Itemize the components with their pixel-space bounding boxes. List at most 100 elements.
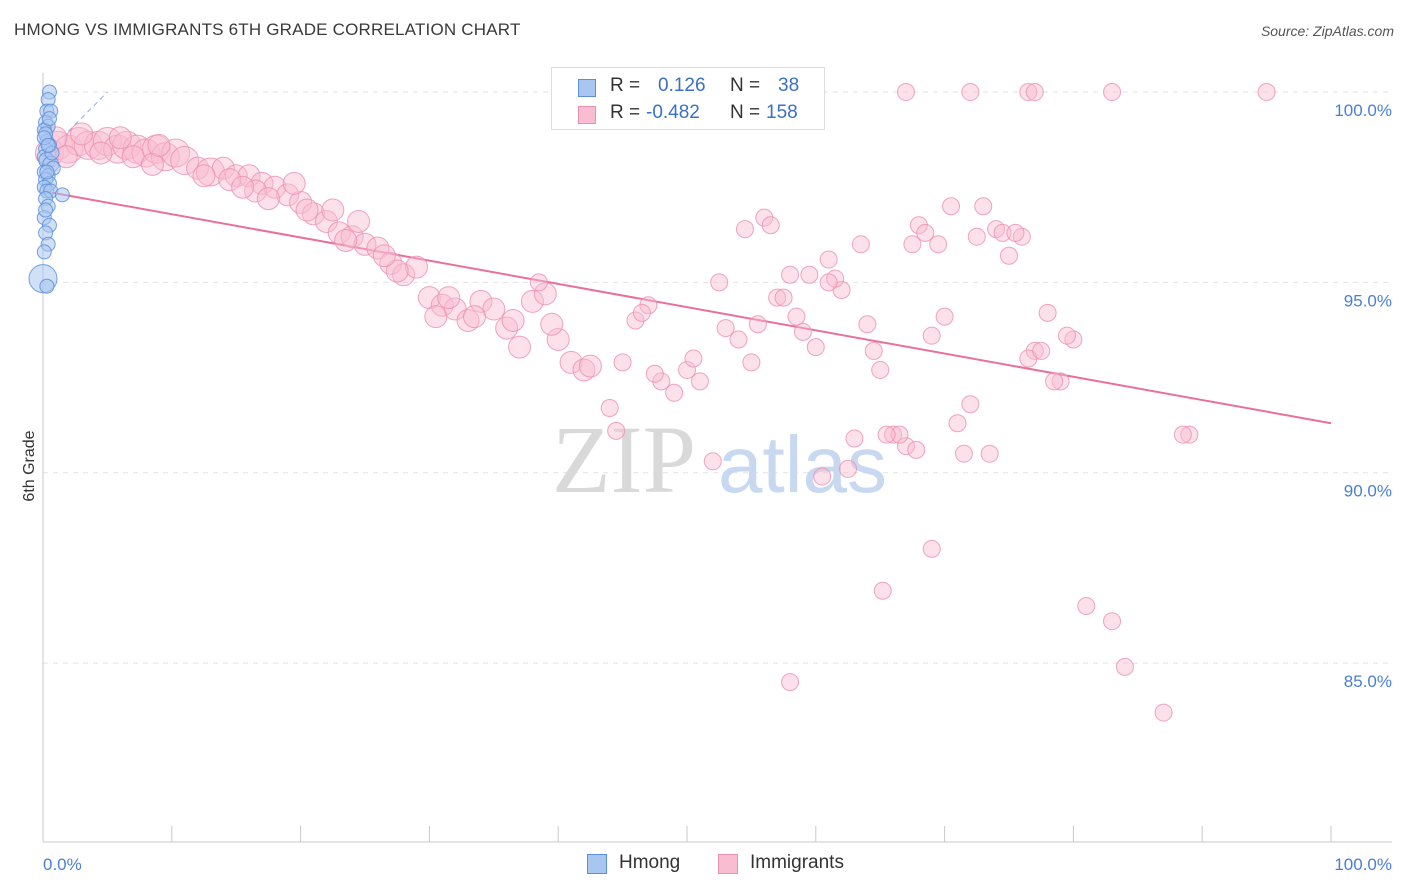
immigrants-point <box>1038 303 1057 322</box>
immigrants-point <box>1051 372 1070 391</box>
immigrants-point <box>289 190 313 214</box>
immigrants-point <box>793 322 812 341</box>
immigrants-point <box>768 288 787 307</box>
immigrants-point <box>903 235 922 254</box>
immigrants-point <box>405 255 429 279</box>
immigrants-point <box>456 308 480 332</box>
immigrants-point <box>774 288 793 307</box>
stats-box: R = 0.126 N = 38 R = -0.482 N = 158 <box>551 67 825 130</box>
immigrants-point <box>806 338 825 357</box>
tick-labels: 100.0% 95.0% 90.0% 85.0% 0.0% 100.0% <box>43 101 1392 874</box>
immigrants-point <box>578 354 602 378</box>
immigrants-point <box>170 146 200 176</box>
immigrants-point <box>632 303 651 322</box>
immigrants-point <box>922 539 941 558</box>
immigrants-point <box>430 293 454 317</box>
immigrants-point <box>896 83 915 102</box>
immigrants-point <box>73 130 103 160</box>
immigrants-point <box>884 425 903 444</box>
immigrants-point <box>1000 246 1018 265</box>
immigrants-point <box>645 364 664 383</box>
immigrants-point <box>1019 83 1038 102</box>
immigrants-point <box>108 126 132 150</box>
immigrants-point <box>529 273 548 292</box>
immigrants-point <box>1006 223 1025 242</box>
immigrants-point <box>256 187 280 211</box>
watermark-zip: ZIP <box>552 406 696 513</box>
immigrants-point <box>748 315 767 334</box>
hmong-point <box>38 202 54 218</box>
immigrants-point <box>224 164 248 188</box>
immigrants-point <box>929 235 948 254</box>
immigrants-point <box>218 168 242 192</box>
chart-source: Source: ZipAtlas.com <box>1260 23 1394 39</box>
immigrants-point <box>1103 612 1122 631</box>
immigrants-point <box>948 414 967 433</box>
hmong-swatch <box>578 79 596 97</box>
immigrants-point <box>1045 372 1064 391</box>
legend-label-immigrants: Immigrants <box>750 852 844 873</box>
r-value: 0.126 <box>658 75 706 96</box>
immigrants-point <box>684 349 703 368</box>
immigrants-trend-line <box>42 190 1332 425</box>
immigrants-point <box>263 175 287 199</box>
immigrants-point <box>935 307 954 326</box>
stats-row-immigrants: R = -0.482 N = 158 <box>552 102 824 128</box>
immigrants-point <box>340 225 364 249</box>
immigrants-point <box>147 133 171 157</box>
immigrants-swatch <box>578 106 596 124</box>
immigrants-point <box>385 259 409 283</box>
immigrants-point <box>819 273 838 292</box>
immigrants-point <box>508 335 532 359</box>
immigrants-point <box>282 171 306 195</box>
immigrants-point <box>1173 425 1192 444</box>
immigrants-point <box>469 289 493 313</box>
immigrants-point <box>761 216 780 235</box>
immigrants-point <box>942 197 961 216</box>
immigrants-point <box>781 265 800 284</box>
immigrants-point <box>533 282 557 306</box>
immigrants-point <box>877 425 896 444</box>
immigrants-point <box>392 263 416 287</box>
immigrants-point <box>729 330 748 349</box>
immigrants-point <box>742 353 761 372</box>
immigrants-point <box>186 156 210 180</box>
y-tick-label: 90.0% <box>1344 482 1392 501</box>
immigrants-point <box>600 399 619 418</box>
immigrants-point <box>546 327 570 351</box>
immigrants-point <box>540 312 564 336</box>
immigrants-point <box>276 183 300 207</box>
immigrants-point <box>781 673 800 692</box>
immigrants-point <box>703 452 722 471</box>
x-tick-label-max: 100.0% <box>1334 855 1392 874</box>
immigrants-point <box>424 305 448 329</box>
immigrants-point <box>800 265 819 284</box>
n-label: N = <box>730 102 761 123</box>
immigrants-point <box>559 350 583 374</box>
immigrants-point <box>974 197 993 216</box>
immigrants-point <box>690 372 709 391</box>
immigrants-point <box>231 175 255 199</box>
immigrants-point <box>572 358 596 382</box>
immigrants-point <box>907 440 926 459</box>
immigrants-point <box>89 141 113 165</box>
legend-label-hmong: Hmong <box>619 852 681 873</box>
immigrants-point <box>250 171 274 195</box>
immigrants-point <box>652 372 671 391</box>
n-value: 158 <box>766 102 798 123</box>
immigrants-point <box>858 315 877 334</box>
chart-title: HMONG VS IMMIGRANTS 6TH GRADE CORRELATIO… <box>14 20 521 39</box>
immigrants-point <box>665 383 684 402</box>
immigrants-point <box>314 209 338 233</box>
hmong-point <box>39 164 55 180</box>
immigrants-point <box>845 429 864 448</box>
n-value: 38 <box>778 75 800 96</box>
immigrants-point <box>639 296 658 315</box>
immigrants-point <box>121 145 145 169</box>
immigrants-point <box>871 360 890 379</box>
immigrants-point <box>1115 657 1134 676</box>
immigrants-point <box>321 198 345 222</box>
immigrants-point <box>334 229 358 253</box>
hmong-point <box>40 137 56 153</box>
